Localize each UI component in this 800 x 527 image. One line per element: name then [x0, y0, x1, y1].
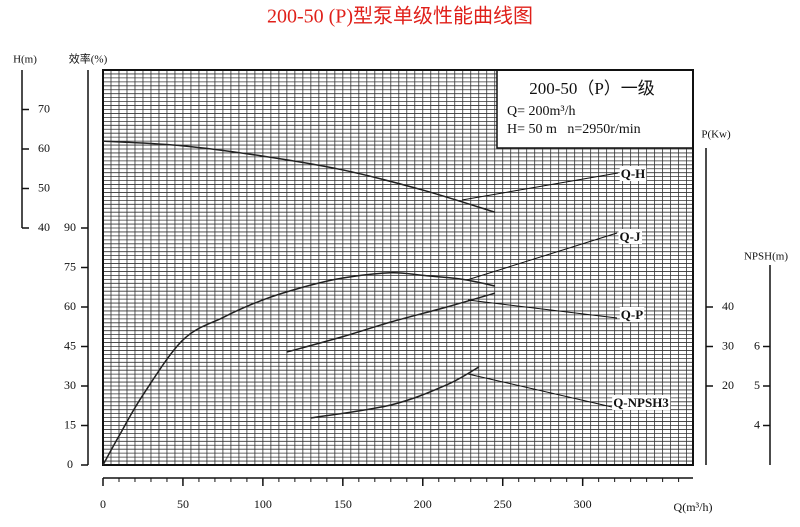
- y-tick-label: 0: [67, 457, 73, 471]
- x-tick-label: 100: [254, 497, 272, 511]
- y-tick-label: 15: [64, 417, 76, 431]
- y-tick-label: 50: [38, 180, 50, 194]
- y-tick-label: 6: [754, 338, 760, 352]
- info-text: H= 50 m n=2950r/min: [507, 122, 641, 137]
- curve-label-bg: [619, 306, 645, 322]
- curve-label: Q-J: [620, 229, 641, 244]
- leader-line: [461, 172, 619, 201]
- curve: [286, 292, 495, 353]
- curve: [310, 366, 480, 419]
- y-tick-label: 30: [64, 378, 76, 392]
- curve: [102, 140, 495, 213]
- y-tick-label: 70: [38, 101, 50, 115]
- curve-label: Q-NPSH3: [613, 395, 669, 410]
- leader-line: [467, 373, 613, 408]
- leader-line: [467, 299, 618, 319]
- info-text: Q= 200m³/h: [507, 104, 575, 119]
- curve-label-bg: [612, 394, 671, 410]
- info-box: [496, 69, 694, 149]
- y-tick-label: 4: [754, 417, 760, 431]
- y-tick-label: 60: [38, 141, 50, 155]
- y-tick-label: 75: [64, 259, 76, 273]
- curve-label: Q-P: [621, 307, 643, 322]
- y-tick-label: 45: [64, 338, 76, 352]
- x-tick-label: 150: [334, 497, 352, 511]
- curve-label-bg: [618, 228, 642, 244]
- y-tick-label: 20: [722, 378, 734, 392]
- curve-label: Q-H: [621, 166, 646, 181]
- info-text: 200-50（P）一级: [529, 79, 655, 98]
- y-tick-label: 40: [722, 299, 734, 313]
- curve: [102, 271, 495, 466]
- x-tick-label: 200: [414, 497, 432, 511]
- x-axis-title: Q(m³/h): [674, 500, 713, 514]
- x-tick-label: 300: [574, 497, 592, 511]
- y-tick-label: 60: [64, 299, 76, 313]
- chart-title: 200-50 (P)型泵单级性能曲线图: [267, 5, 533, 28]
- y-tick-label: 30: [722, 338, 734, 352]
- y-tick-label: 40: [38, 220, 50, 234]
- plot-frame: [102, 69, 694, 466]
- y-axis-title: 效率(%): [69, 52, 108, 66]
- x-tick-label: 0: [100, 497, 106, 511]
- y-axis-title: P(Kw): [701, 129, 731, 141]
- leader-line: [466, 232, 618, 281]
- y-tick-label: 5: [754, 378, 760, 392]
- y-tick-label: 90: [64, 220, 76, 234]
- x-tick-label: 50: [177, 497, 189, 511]
- x-tick-label: 250: [494, 497, 512, 511]
- y-axis-title: H(m): [13, 54, 37, 66]
- curve-label-bg: [619, 165, 647, 181]
- y-axis-title: NPSH(m): [744, 251, 788, 263]
